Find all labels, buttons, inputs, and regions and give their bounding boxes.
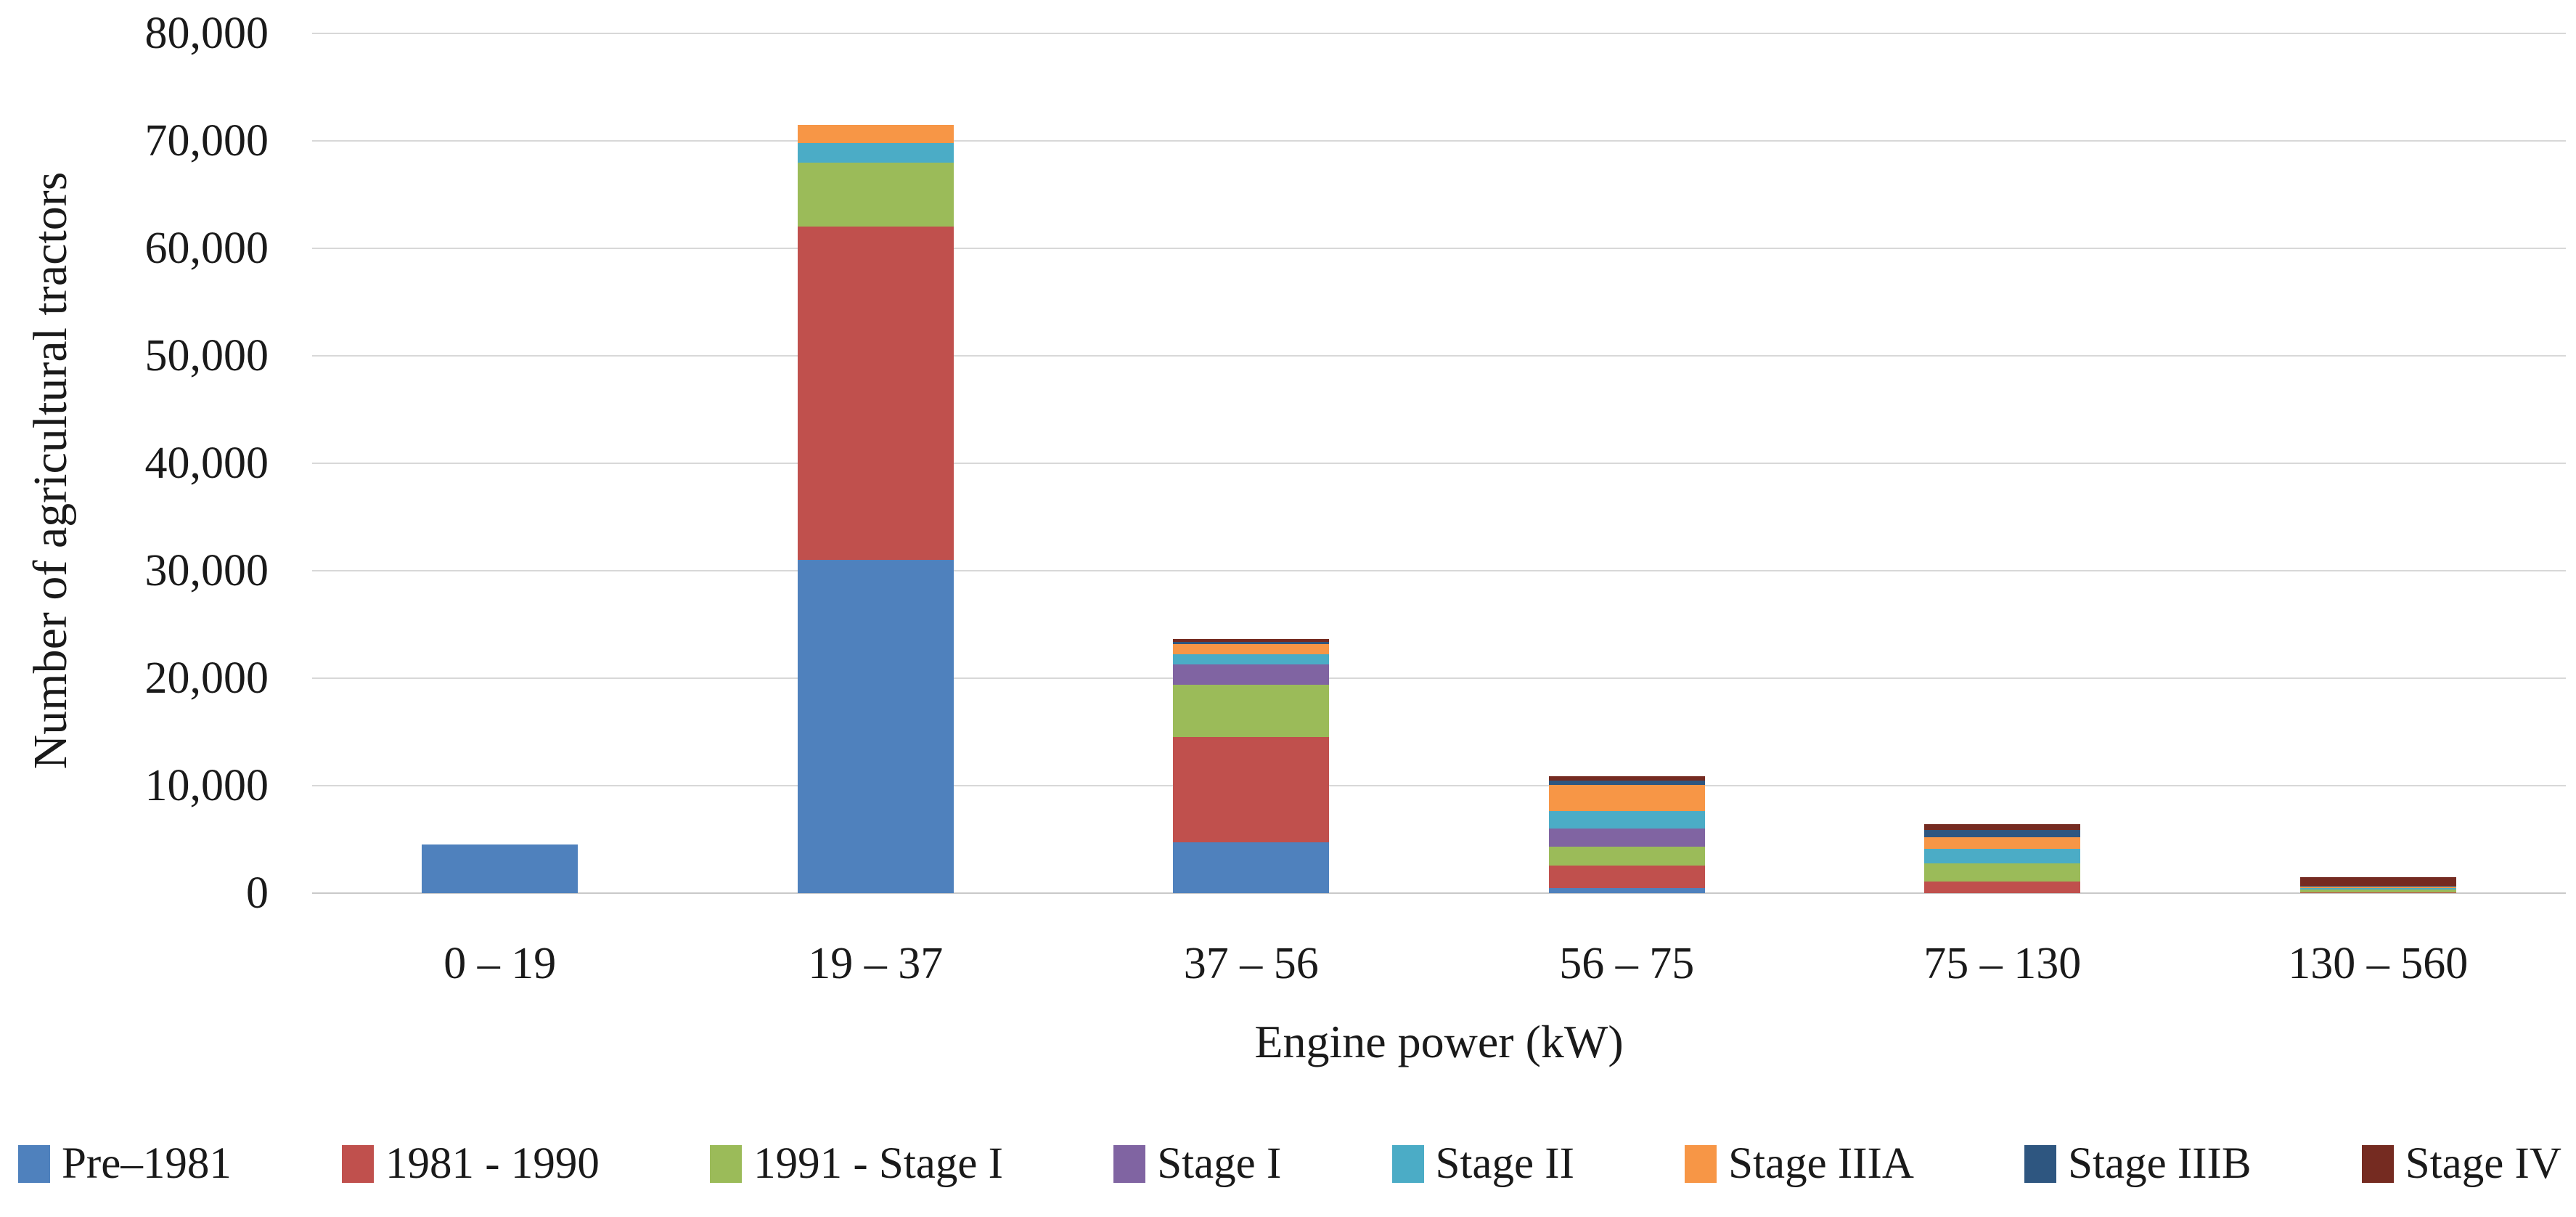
- bar-segment: [1924, 849, 2081, 863]
- legend-item: Stage I: [1113, 1141, 1281, 1186]
- y-tick-label: 20,000: [144, 654, 269, 703]
- bar-segment: [1548, 780, 1705, 785]
- gridline: [312, 677, 2566, 679]
- legend-item: Pre–1981: [18, 1141, 232, 1186]
- x-axis-title: Engine power (kW): [1254, 1016, 1624, 1067]
- x-tick-label: 0 – 19: [443, 939, 557, 988]
- gridline: [312, 33, 2566, 34]
- bar-segment: [422, 844, 578, 893]
- bar-segment: [1548, 847, 1705, 866]
- legend-swatch: [18, 1144, 50, 1183]
- bar-segment: [1548, 865, 1705, 888]
- y-tick-label: 60,000: [144, 224, 269, 273]
- bar-segment: [797, 227, 954, 561]
- legend-label: Stage IIIA: [1728, 1139, 1914, 1188]
- bar-segment: [797, 142, 954, 163]
- bar-segment: [2299, 892, 2456, 893]
- legend-swatch: [1685, 1144, 1717, 1183]
- bar-segment: [1924, 881, 2081, 893]
- y-axis-title: Number of agricultural tractors: [24, 171, 77, 770]
- x-tick-label: 56 – 75: [1559, 939, 1695, 988]
- gridline: [312, 248, 2566, 249]
- y-tick-label: 40,000: [144, 439, 269, 488]
- bar-segment: [2299, 889, 2456, 892]
- bar-segment: [1173, 639, 1330, 642]
- bar-segment: [1173, 684, 1330, 738]
- y-tick-label: 70,000: [144, 116, 269, 166]
- bar-segment: [2299, 885, 2456, 887]
- gridline: [312, 570, 2566, 571]
- bar-segment: [1173, 664, 1330, 685]
- x-tick-label: 75 – 130: [1923, 939, 2082, 988]
- y-tick-label: 0: [246, 868, 269, 918]
- chart-legend: Pre–1981 1981 - 1990 1991 - Stage I Stage I…: [18, 1141, 2561, 1186]
- gridline: [312, 140, 2566, 142]
- bar-segment: [1548, 810, 1705, 829]
- legend-label: Stage IIIB: [2068, 1139, 2252, 1188]
- y-tick-label: 50,000: [144, 331, 269, 380]
- legend-item: Stage IV: [2361, 1139, 2561, 1188]
- legend-label: Stage IV: [2405, 1139, 2561, 1188]
- bar-segment: [2299, 887, 2456, 889]
- legend-label: 1981 - 1990: [385, 1139, 600, 1188]
- legend-swatch: [2361, 1144, 2394, 1183]
- legend-item: Stage II: [1391, 1139, 1574, 1188]
- legend-swatch: [1391, 1144, 1424, 1183]
- y-tick-label: 30,000: [144, 546, 269, 595]
- bar-segment: [1548, 784, 1705, 811]
- legend-swatch: [2024, 1144, 2057, 1183]
- gridline: [312, 355, 2566, 357]
- x-tick-label: 130 – 560: [2288, 939, 2469, 988]
- legend-item: Stage IIIB: [2024, 1139, 2252, 1188]
- bar-segment: [797, 124, 954, 143]
- legend-label: Stage I: [1157, 1139, 1282, 1188]
- bar-segment: [1924, 824, 2081, 830]
- bar-segment: [797, 162, 954, 227]
- bar-segment: [1173, 643, 1330, 655]
- y-tick-label: 80,000: [144, 9, 269, 58]
- bar-segment: [1924, 863, 2081, 882]
- legend-item: 1981 - 1990: [342, 1141, 600, 1186]
- legend-label: 1991 - Stage I: [753, 1139, 1003, 1188]
- bar-segment: [1173, 641, 1330, 644]
- bar-segment: [2299, 876, 2456, 886]
- y-tick-label: 10,000: [144, 761, 269, 810]
- bar-segment: [1173, 654, 1330, 664]
- x-tick-label: 37 – 56: [1183, 939, 1319, 988]
- legend-label: Pre–1981: [62, 1139, 232, 1188]
- gridline: [312, 463, 2566, 464]
- bar-segment: [1924, 837, 2081, 850]
- bar-segment: [1548, 887, 1705, 893]
- legend-swatch: [710, 1144, 743, 1183]
- x-axis-line: [312, 892, 2566, 894]
- bar-segment: [2299, 888, 2456, 890]
- bar-segment: [1548, 829, 1705, 847]
- legend-item: Stage IIIA: [1685, 1141, 1914, 1186]
- bar-segment: [1173, 737, 1330, 843]
- x-tick-label: 19 – 37: [808, 939, 944, 988]
- legend-swatch: [342, 1144, 375, 1183]
- gridline: [312, 785, 2566, 786]
- legend-label: Stage II: [1435, 1139, 1574, 1188]
- legend-item: 1991 - Stage I: [710, 1141, 1003, 1186]
- bar-segment: [1548, 776, 1705, 781]
- bar-segment: [1173, 842, 1330, 893]
- bar-segment: [1924, 829, 2081, 838]
- bar-segment: [797, 560, 954, 893]
- legend-swatch: [1113, 1144, 1146, 1183]
